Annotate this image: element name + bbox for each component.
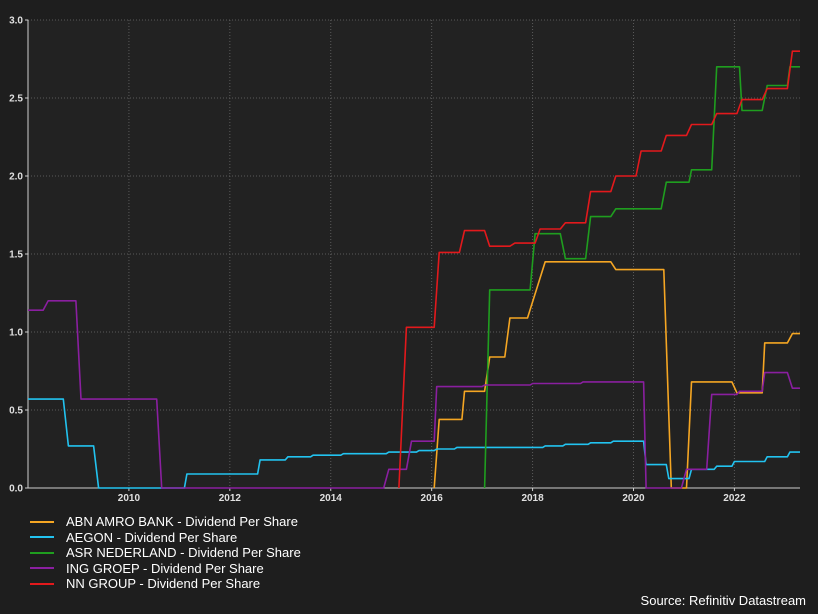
series-line-5	[398, 50, 800, 489]
series-lines	[28, 50, 800, 489]
x-tick-label: 2010	[118, 493, 141, 504]
source-note: Source: Refinitiv Datastream	[640, 593, 806, 608]
legend-label: ABN AMRO BANK - Dividend Per Share	[66, 514, 298, 530]
legend-swatch	[30, 567, 54, 570]
series-line-2	[28, 398, 800, 489]
legend-item: NN GROUP - Dividend Per Share	[30, 576, 301, 592]
series-line-4	[28, 300, 800, 489]
legend-item: ABN AMRO BANK - Dividend Per Share	[30, 514, 301, 530]
legend-label: NN GROUP - Dividend Per Share	[66, 576, 261, 592]
legend: ABN AMRO BANK - Dividend Per Share AEGON …	[30, 514, 301, 592]
line-chart: 0.0 0.5 1.0 1.5 2.0 2.5 3.0 2010 2012 2014 2016 201…	[9, 16, 800, 505]
tick-labels: 0.0 0.5 1.0 1.5 2.0 2.5 3.0 2010 2012 2014 2016 201…	[9, 16, 746, 505]
legend-item: AEGON - Dividend Per Share	[30, 530, 301, 546]
y-tick-label: 0.5	[9, 406, 23, 417]
legend-label: ASR NEDERLAND - Dividend Per Share	[66, 545, 301, 561]
x-tick-label: 2016	[421, 493, 444, 504]
legend-label: AEGON - Dividend Per Share	[66, 529, 238, 545]
x-tick-label: 2018	[521, 493, 544, 504]
plot-area	[28, 20, 800, 488]
legend-item: ASR NEDERLAND - Dividend Per Share	[30, 545, 301, 561]
legend-swatch	[30, 551, 54, 554]
legend-label: ING GROEP - Dividend Per Share	[66, 560, 264, 576]
legend-item: ING GROEP - Dividend Per Share	[30, 561, 301, 577]
y-tick-label: 1.0	[9, 328, 23, 339]
series-line-1	[433, 261, 800, 489]
x-tick-label: 2020	[622, 493, 645, 504]
x-tick-label: 2022	[723, 493, 746, 504]
y-tick-label: 0.0	[9, 484, 23, 495]
y-tick-label: 3.0	[9, 16, 23, 27]
y-tick-label: 2.0	[9, 172, 23, 183]
y-tick-label: 2.5	[9, 94, 23, 105]
y-tick-label: 1.5	[9, 250, 23, 261]
legend-swatch	[30, 582, 54, 585]
legend-swatch	[30, 520, 54, 523]
series-line-3	[483, 66, 800, 489]
legend-swatch	[30, 536, 54, 539]
x-tick-label: 2014	[320, 493, 343, 504]
x-tick-label: 2012	[219, 493, 242, 504]
